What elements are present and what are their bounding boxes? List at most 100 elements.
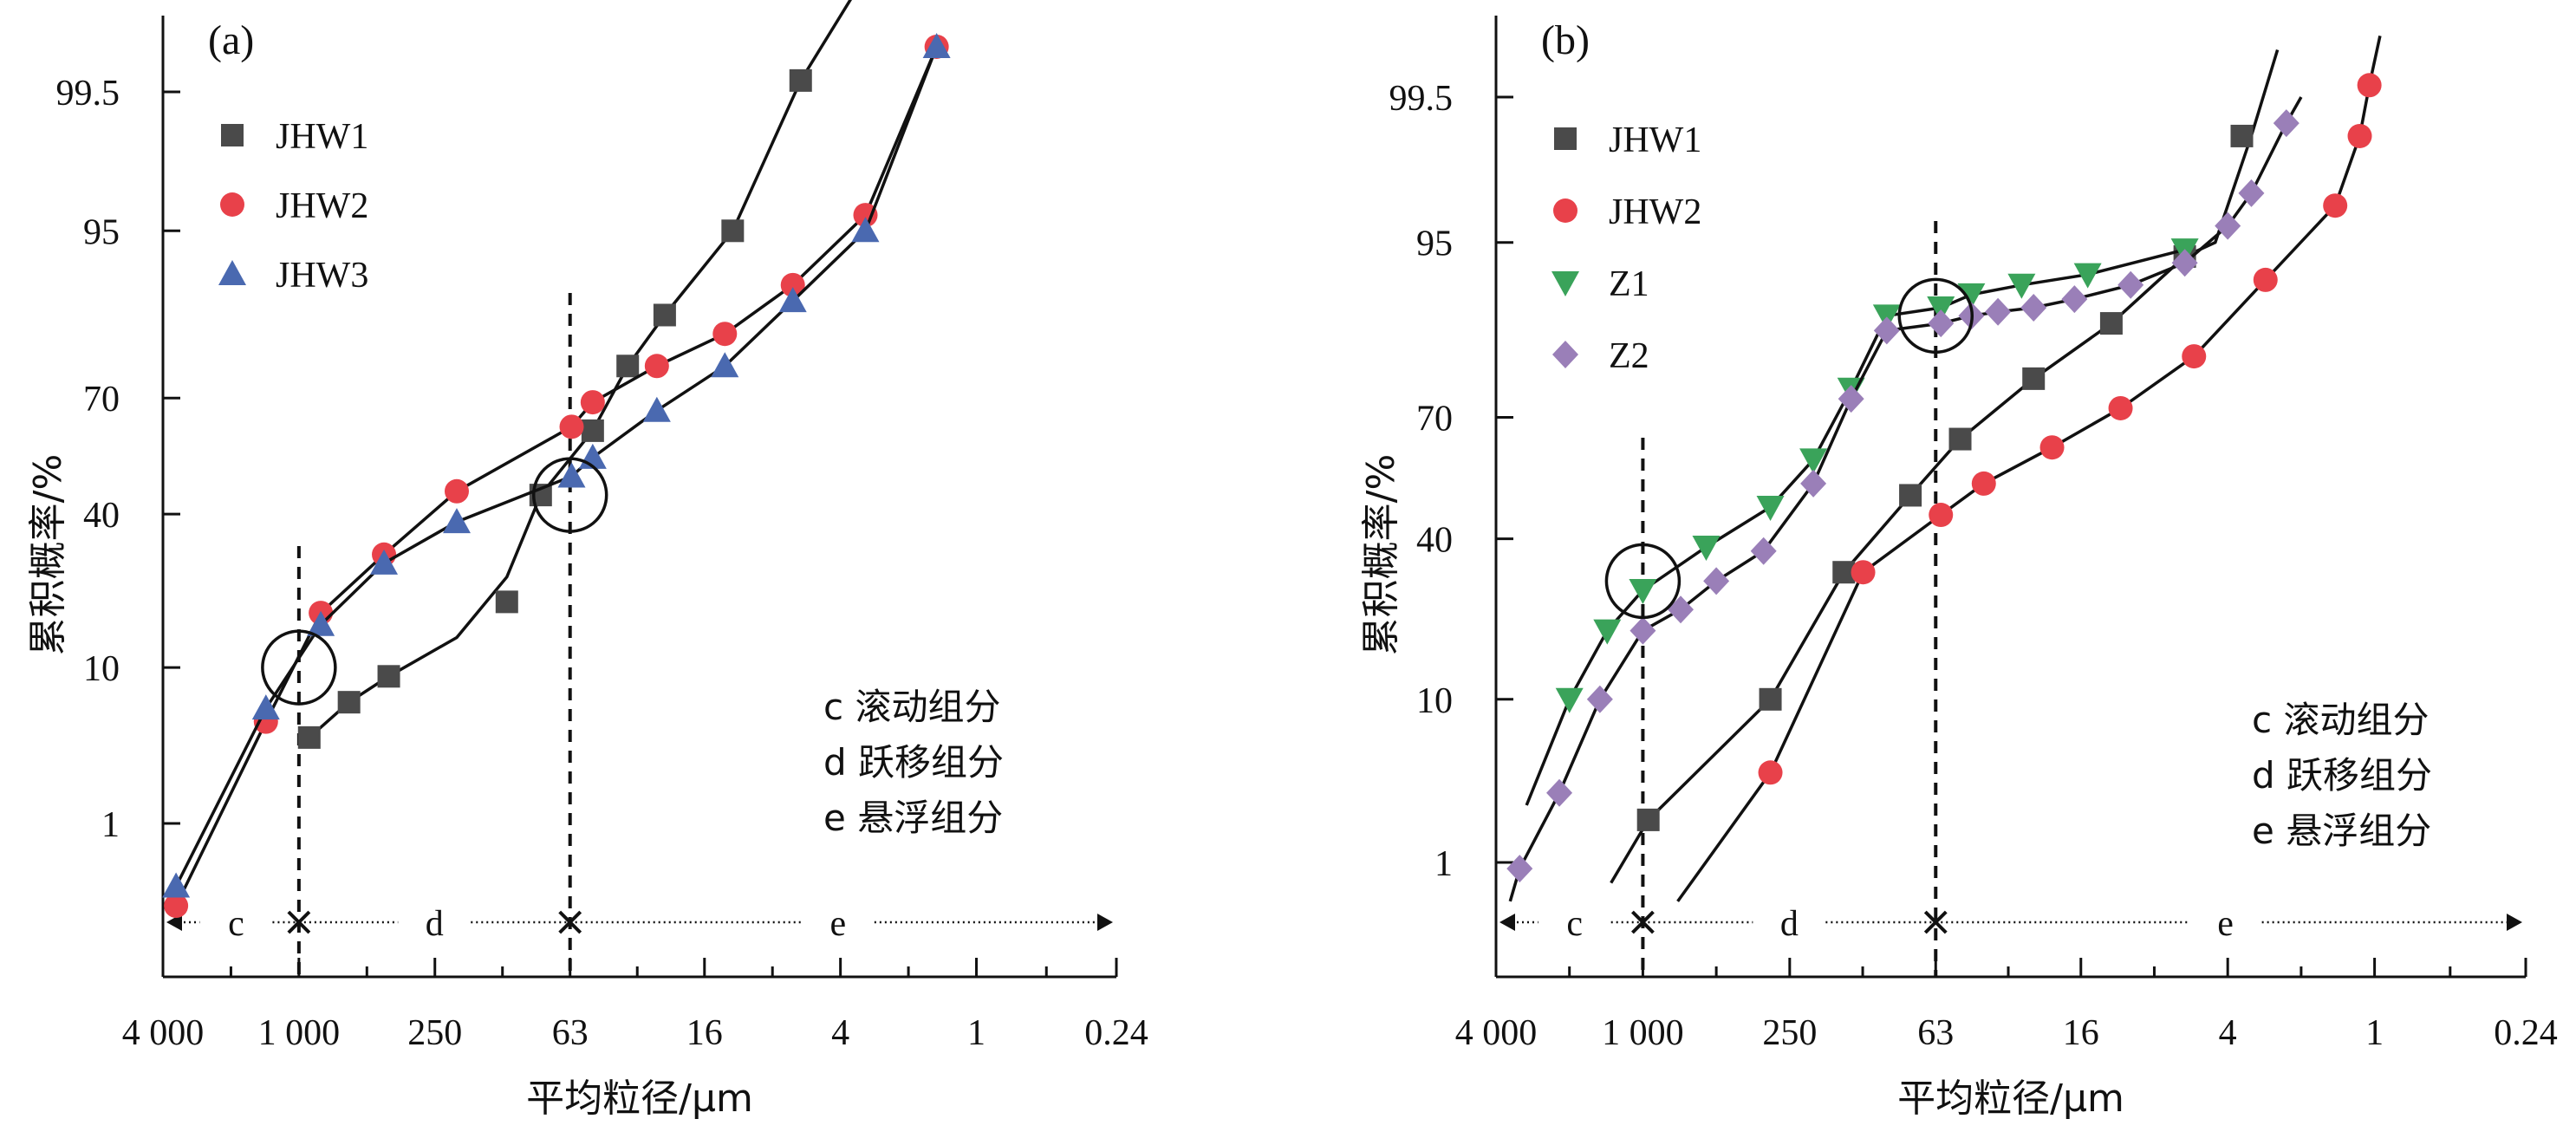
data-point-jhw1 bbox=[337, 691, 361, 714]
data-point-jhw1 bbox=[2230, 124, 2254, 147]
legend-label: Z1 bbox=[1609, 264, 1649, 304]
legend-label: JHW3 bbox=[276, 256, 368, 296]
x-tick-label: 4 000 bbox=[1455, 1013, 1538, 1053]
legend-marker bbox=[220, 192, 244, 217]
legend-label: JHW2 bbox=[1609, 192, 1701, 232]
annotation-label: c 滚动组分 bbox=[2252, 699, 2429, 741]
arrow-head-left bbox=[166, 914, 182, 931]
legend-marker bbox=[1552, 341, 1578, 368]
y-axis-label: 累积概率/% bbox=[26, 454, 70, 656]
data-point-jhw3 bbox=[162, 872, 191, 898]
data-point-z2 bbox=[1668, 595, 1695, 624]
legend-label: JHW1 bbox=[1609, 120, 1701, 160]
segment-break-mark bbox=[287, 910, 311, 934]
highlight-circle bbox=[1897, 277, 1974, 355]
x-tick-label: 250 bbox=[407, 1013, 462, 1053]
data-point-jhw2 bbox=[2347, 123, 2372, 148]
segment-label: d bbox=[426, 904, 444, 944]
data-point-jhw2 bbox=[444, 478, 469, 504]
x-axis-label: 平均粒径/μm bbox=[1897, 1077, 2124, 1121]
data-point-z2 bbox=[2215, 211, 2241, 240]
x-tick-label: 0.24 bbox=[2494, 1013, 2558, 1053]
x-tick-label: 250 bbox=[1762, 1013, 1817, 1053]
y-tick-label: 1 bbox=[101, 805, 120, 845]
panel-label: (a) bbox=[208, 17, 254, 63]
x-tick-label: 16 bbox=[686, 1013, 723, 1053]
data-point-z2 bbox=[2061, 285, 2088, 314]
legend-marker bbox=[221, 124, 244, 146]
data-point-jhw2 bbox=[2253, 267, 2278, 292]
fit-line-jhw3 bbox=[174, 46, 939, 888]
data-point-jhw3 bbox=[370, 549, 399, 575]
data-point-jhw3 bbox=[251, 694, 280, 720]
x-tick-label: 4 bbox=[831, 1013, 849, 1053]
data-point-jhw3 bbox=[711, 352, 739, 378]
data-point-z2 bbox=[2020, 294, 2047, 322]
annotation-label: e 悬浮组分 bbox=[823, 797, 1003, 839]
data-point-z1 bbox=[2073, 263, 2102, 289]
data-point-z2 bbox=[2273, 109, 2300, 138]
data-point-jhw1 bbox=[789, 68, 812, 92]
y-tick-label: 70 bbox=[83, 380, 120, 420]
data-point-z2 bbox=[1985, 297, 2012, 326]
data-point-jhw1 bbox=[1759, 687, 1782, 711]
data-point-jhw1 bbox=[377, 665, 400, 688]
data-point-z2 bbox=[2117, 270, 2144, 299]
legend-label: Z2 bbox=[1609, 336, 1649, 376]
data-point-jhw2 bbox=[580, 390, 605, 415]
data-point-jhw2 bbox=[164, 894, 189, 919]
data-point-jhw2 bbox=[559, 414, 584, 439]
arrow-head-left bbox=[1499, 914, 1515, 931]
panel-label: (b) bbox=[1541, 17, 1590, 63]
data-point-z2 bbox=[2171, 249, 2198, 277]
data-point-z2 bbox=[2238, 179, 2265, 207]
data-point-z1 bbox=[1692, 535, 1721, 561]
data-point-jhw1 bbox=[2099, 312, 2123, 335]
annotation-label: e 悬浮组分 bbox=[2252, 810, 2431, 852]
data-point-jhw1 bbox=[1899, 484, 1922, 507]
data-point-z1 bbox=[2007, 273, 2036, 299]
data-point-z2 bbox=[1800, 469, 1827, 498]
data-point-jhw2 bbox=[712, 322, 738, 347]
x-tick-label: 1 bbox=[967, 1013, 986, 1053]
x-tick-label: 4 000 bbox=[122, 1013, 205, 1053]
segment-break-mark bbox=[558, 910, 582, 934]
data-point-jhw3 bbox=[442, 508, 471, 534]
data-point-jhw1 bbox=[1948, 427, 1972, 451]
y-tick-label: 10 bbox=[1416, 681, 1453, 721]
segment-break-mark bbox=[1923, 910, 1948, 934]
segment-label: c bbox=[1566, 904, 1583, 944]
fit-line-jhw1 bbox=[308, 0, 852, 739]
data-point-z1 bbox=[1555, 687, 1584, 713]
y-axis-label: 累积概率/% bbox=[1359, 454, 1403, 656]
legend-marker bbox=[1553, 198, 1577, 223]
legend-label: JHW2 bbox=[276, 186, 368, 226]
data-point-jhw1 bbox=[2022, 367, 2046, 390]
data-point-jhw1 bbox=[653, 303, 676, 327]
data-point-jhw1 bbox=[495, 590, 518, 614]
y-tick-label: 99.5 bbox=[56, 74, 120, 114]
data-point-jhw2 bbox=[2182, 344, 2207, 369]
y-tick-label: 99.5 bbox=[1389, 79, 1454, 119]
data-point-z2 bbox=[1630, 616, 1656, 645]
x-tick-label: 0.24 bbox=[1084, 1013, 1148, 1053]
data-point-jhw3 bbox=[307, 610, 335, 636]
annotation-label: c 滚动组分 bbox=[823, 686, 1000, 728]
y-tick-label: 95 bbox=[83, 212, 120, 252]
x-axis-label: 平均粒径/μm bbox=[526, 1077, 753, 1121]
segment-label: d bbox=[1780, 904, 1799, 944]
fit-line-jhw1 bbox=[1610, 49, 2280, 884]
data-point-jhw1 bbox=[616, 355, 640, 378]
data-point-z2 bbox=[1928, 309, 1955, 338]
x-tick-label: 4 bbox=[2219, 1013, 2237, 1053]
data-point-z1 bbox=[1629, 578, 1657, 604]
data-point-z1 bbox=[1756, 496, 1785, 522]
data-point-jhw2 bbox=[2108, 395, 2133, 420]
arrow-head-right bbox=[2507, 914, 2522, 931]
data-point-jhw2 bbox=[1971, 471, 1996, 496]
fit-line-z1 bbox=[1525, 248, 2186, 806]
data-point-jhw1 bbox=[721, 219, 745, 243]
y-tick-label: 40 bbox=[1416, 521, 1453, 561]
data-point-z2 bbox=[1506, 855, 1533, 883]
